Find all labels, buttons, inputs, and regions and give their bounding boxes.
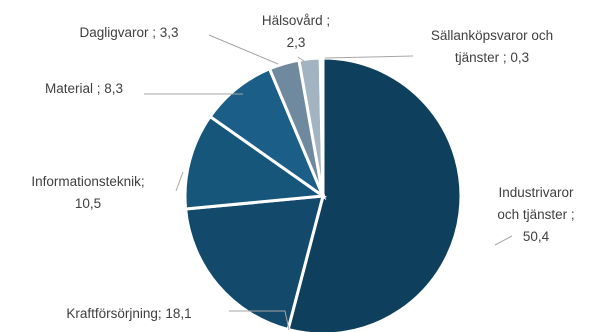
slice-label-line: Sällanköpsvaror och	[431, 28, 553, 43]
leader-line-2	[229, 310, 290, 331]
slice-label-line: Dagligvaror ; 3,3	[79, 25, 178, 40]
pie-slice-1	[286, 56, 463, 332]
leader-line-6	[297, 56, 305, 62]
slice-label-4: Material ; 8,3	[45, 81, 123, 96]
pie-slice-2	[183, 194, 325, 332]
slice-label-line: 50,4	[523, 229, 550, 244]
slice-label-line: Industrivaror	[498, 185, 574, 200]
slice-label-line: Kraftförsörjning; 18,1	[66, 306, 191, 321]
slice-label-1: Industrivaror och tjänster ; 50,4	[497, 185, 574, 244]
slice-label-2: Kraftförsörjning; 18,1	[66, 306, 191, 321]
slice-label-line: och tjänster ;	[497, 207, 574, 222]
leader-line-1	[494, 235, 513, 246]
leader-lines	[144, 34, 513, 331]
slice-label-line: Material ; 8,3	[45, 81, 123, 96]
pie-slice-7	[318, 56, 325, 197]
slice-label-6: Hälsovård ; 2,3	[262, 13, 330, 50]
slice-label-3: Informationsteknik; 10,5	[31, 174, 144, 211]
pie-slices	[183, 56, 463, 332]
slice-label-line: 2,3	[287, 35, 306, 50]
pie-slice-3	[183, 114, 328, 211]
leader-line-7	[324, 55, 414, 59]
slice-label-line: 10,5	[75, 196, 101, 211]
slice-label-7: Sällanköpsvaror och tjänster ; 0,3	[431, 28, 553, 65]
data-labels: Industrivaror och tjänster ; 50,4 Kraftförs…	[31, 13, 574, 321]
slice-label-5: Dagligvaror ; 3,3	[79, 25, 178, 40]
slice-label-line: tjänster ; 0,3	[455, 50, 529, 65]
slice-label-line: Informationsteknik;	[31, 174, 144, 189]
leader-line-3	[175, 171, 184, 192]
slice-label-line: Hälsovård ;	[262, 13, 330, 28]
leader-line-5	[208, 34, 279, 65]
